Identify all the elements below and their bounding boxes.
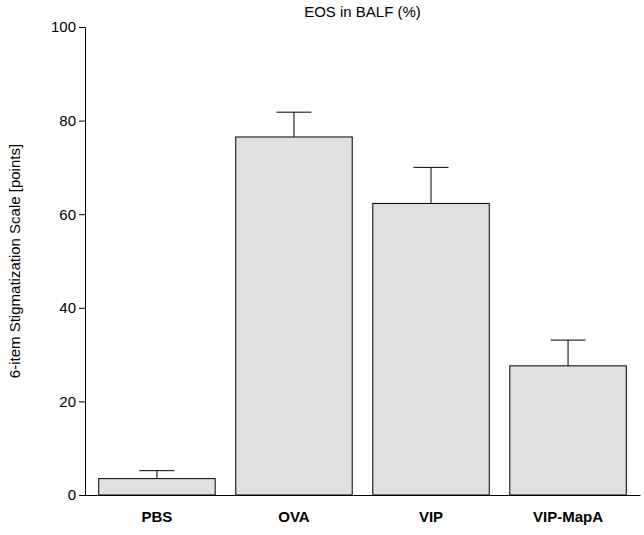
- y-tick-label: 80: [59, 112, 76, 129]
- x-tick-label: PBS: [142, 508, 173, 525]
- y-tick-mark: [79, 121, 85, 122]
- y-tick-label: 0: [68, 486, 76, 503]
- error-stem: [293, 112, 294, 137]
- y-axis: 0 20 40 60 80 100: [51, 18, 86, 503]
- error-bar: [551, 340, 586, 366]
- x-tick: PBS: [142, 495, 173, 525]
- error-cap: [277, 112, 312, 113]
- y-tick-mark: [79, 27, 85, 28]
- error-cap: [139, 470, 174, 471]
- x-tick-label: VIP-MapA: [533, 508, 603, 525]
- y-axis-line: [79, 28, 86, 496]
- bar: [236, 137, 352, 495]
- bar: [373, 203, 489, 495]
- y-tick: 0: [68, 486, 85, 503]
- x-tick-label: OVA: [278, 508, 310, 525]
- y-tick-mark: [79, 214, 85, 215]
- x-axis: PBS OVA VIP VIP-MapA: [86, 495, 641, 525]
- error-bar: [414, 167, 449, 203]
- y-tick: 100: [51, 18, 85, 35]
- error-cap: [551, 340, 586, 341]
- y-tick: 60: [59, 206, 85, 223]
- y-tick: 80: [59, 112, 85, 129]
- bar: [510, 366, 626, 495]
- x-tick-label: VIP: [419, 508, 443, 525]
- y-tick: 20: [59, 393, 85, 410]
- chart: 0 20 40 60 80 100 PBS OVA VIP VIP-MapA EOS in BALF…: [0, 0, 644, 535]
- y-tick-label: 20: [59, 393, 76, 410]
- error-bar: [139, 471, 174, 479]
- marks: [99, 112, 627, 495]
- error-stem: [568, 340, 569, 366]
- plot: 0 20 40 60 80 100 PBS OVA VIP VIP-MapA: [51, 18, 641, 525]
- x-tick: OVA: [278, 495, 310, 525]
- y-tick-label: 40: [59, 299, 76, 316]
- y-tick: 40: [59, 299, 85, 316]
- bar: [99, 479, 215, 495]
- title: EOS in BALF (%): [304, 3, 421, 20]
- y-tick-mark: [79, 401, 85, 402]
- error-bar: [277, 112, 312, 137]
- error-stem: [156, 471, 157, 479]
- y-tick-label: 100: [51, 18, 76, 35]
- y-tick-mark: [79, 495, 85, 496]
- x-tick: VIP-MapA: [533, 495, 603, 525]
- x-tick: VIP: [419, 495, 443, 525]
- x-axis-line: [86, 495, 641, 496]
- y-axis-title: 6-item Stigmatization Scale [points]: [6, 144, 23, 378]
- y-tick-label: 60: [59, 206, 76, 223]
- error-stem: [431, 167, 432, 203]
- y-tick-mark: [79, 308, 85, 309]
- error-cap: [414, 167, 449, 168]
